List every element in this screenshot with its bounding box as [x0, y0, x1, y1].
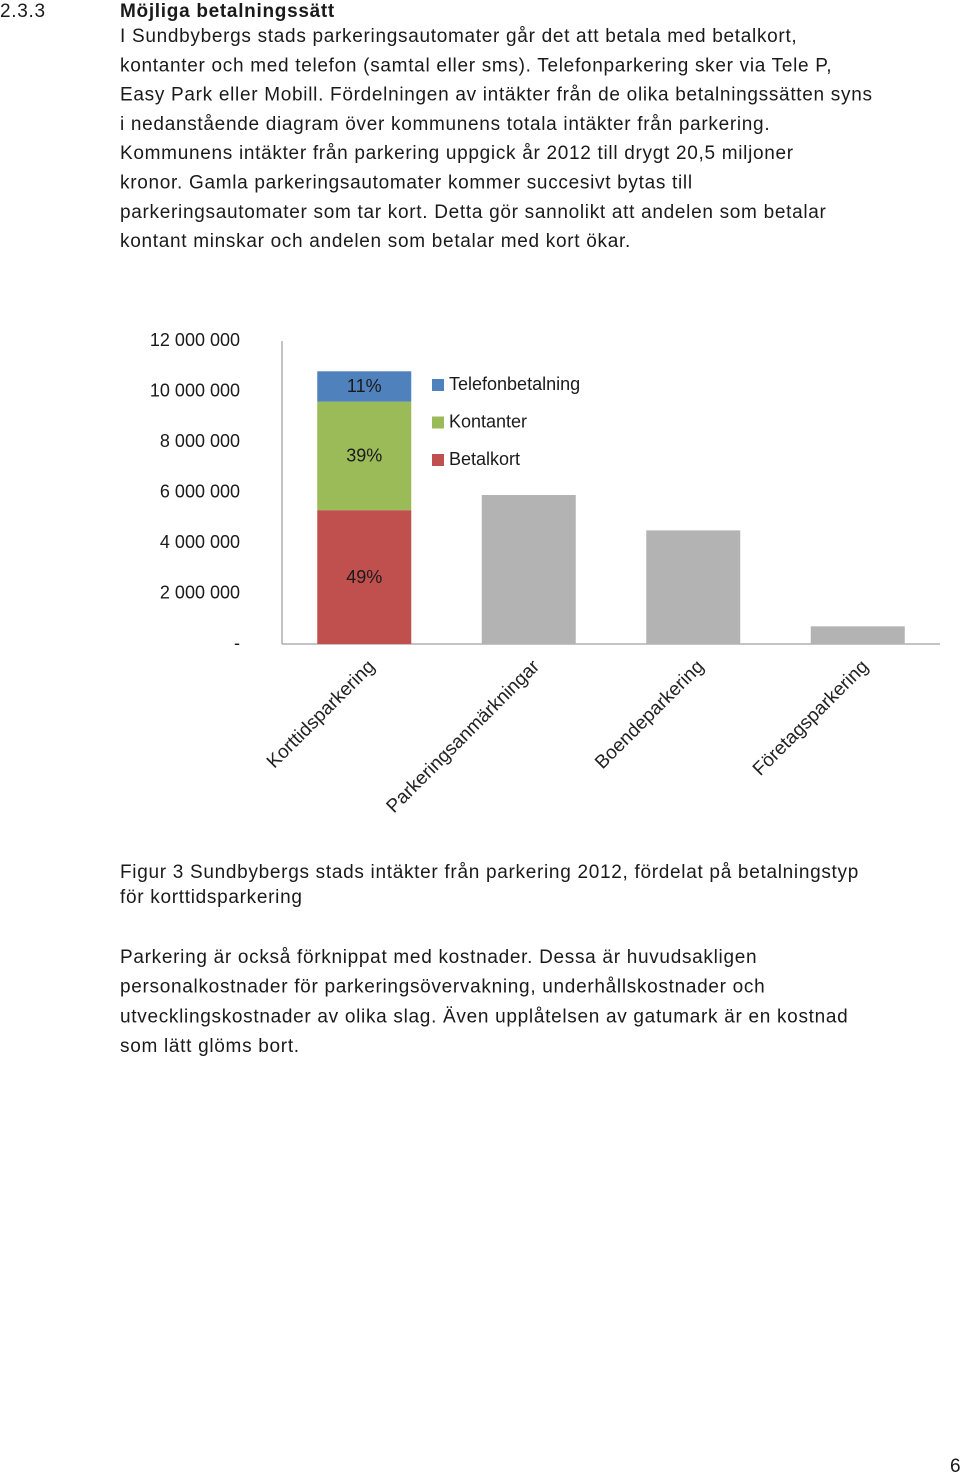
segment-label: 49%: [346, 567, 382, 587]
legend-label: Telefonbetalning: [449, 374, 580, 394]
paragraph-line: parkeringsautomater som tar kort. Detta …: [120, 202, 827, 223]
paragraph-line: kronor. Gamla parkeringsautomater kommer…: [120, 173, 693, 194]
caption-line: Figur 3 Sundbybergs stads intäkter från …: [120, 862, 859, 883]
x-tick-label: Boendeparkering: [591, 656, 708, 773]
paragraph-line: kontanter och med telefon (samtal eller …: [120, 55, 832, 76]
paragraph-line: Kommunens intäkter från parkering uppgic…: [120, 143, 794, 164]
paragraph-line: i nedanstående diagram över kommunens to…: [120, 114, 770, 135]
page-number: 6: [950, 1456, 960, 1477]
paragraph-line: Parkering är också förknippat med kostna…: [120, 947, 757, 968]
y-tick-label: 4 000 000: [160, 532, 240, 552]
segment-label: 39%: [346, 446, 382, 466]
paragraph-line: personalkostnader för parkeringsövervakn…: [120, 977, 765, 998]
x-tick-label: Korttidsparkering: [263, 656, 379, 772]
segment-label: 11%: [347, 376, 382, 396]
y-tick-label: 8 000 000: [160, 431, 240, 451]
legend-label: Betalkort: [449, 449, 520, 469]
paragraph-line: som lätt glöms bort.: [120, 1036, 300, 1057]
bar-segment: [317, 510, 412, 644]
paragraph-line: kontant minskar och andelen som betalar …: [120, 231, 631, 252]
bar-segment: [317, 371, 412, 402]
bar-segment: [810, 626, 905, 644]
x-tick-label: Parkeringsanmärkningar: [383, 656, 545, 818]
y-tick-label: 6 000 000: [160, 481, 240, 501]
legend-swatch: [432, 454, 444, 466]
paragraph-line: I Sundbybergs stads parkeringsautomater …: [120, 26, 797, 47]
y-tick-label: -: [234, 633, 240, 653]
paragraph-line: utvecklingskostnader av olika slag. Även…: [120, 1006, 848, 1027]
y-tick-label: 12 000 000: [150, 330, 240, 350]
legend-swatch: [432, 416, 444, 429]
y-tick-label: 2 000 000: [160, 582, 240, 602]
section-number: 2.3.3: [0, 1, 46, 22]
caption-line: för korttidsparkering: [120, 887, 303, 908]
y-tick-label: 10 000 000: [150, 380, 240, 400]
section-title: Möjliga betalningssätt: [120, 1, 335, 22]
x-tick-label: Företagsparkering: [749, 656, 873, 780]
legend-swatch: [432, 379, 444, 391]
bar-segment: [317, 401, 412, 511]
legend-label: Kontanter: [449, 411, 527, 431]
bar-segment: [646, 530, 741, 644]
paragraph-line: Easy Park eller Mobill. Fördelningen av …: [120, 85, 873, 106]
bar-segment: [481, 495, 576, 644]
